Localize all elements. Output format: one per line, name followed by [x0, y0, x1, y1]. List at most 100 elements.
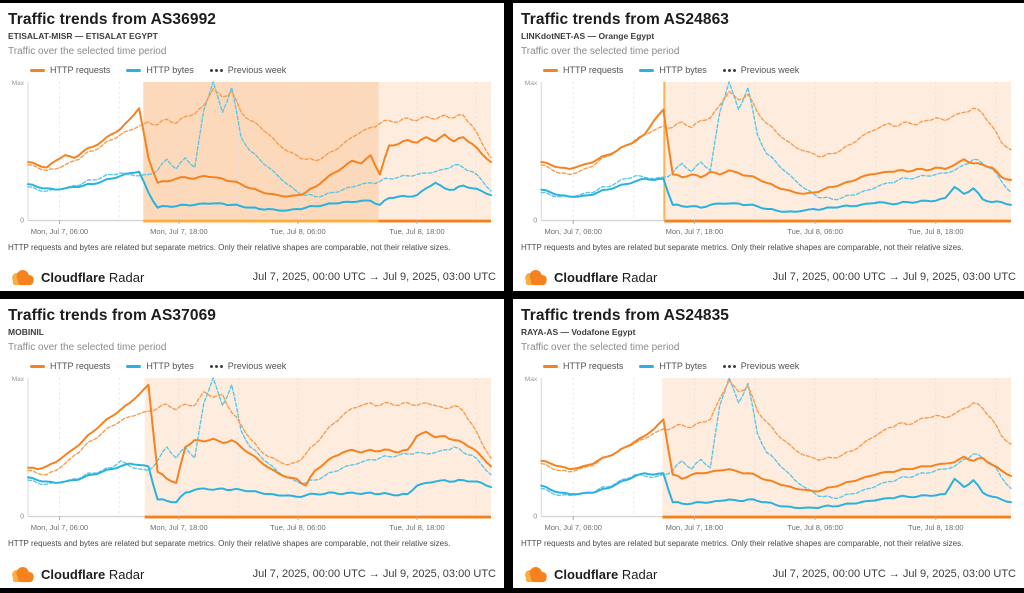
panel-as24863: Traffic trends from AS24863 LINKdotNET-A… — [513, 3, 1024, 291]
traffic-trends-chart[interactable]: Max 0 — [521, 76, 1016, 226]
svg-text:Max: Max — [12, 80, 25, 87]
legend-item-http-requests: HTTP requests — [30, 65, 110, 75]
http-bytes-swatch-icon — [126, 68, 142, 72]
x-tick-label: Mon, Jul 7, 18:00 — [665, 227, 724, 236]
date-range: Jul 7, 2025, 00:00 UTC → Jul 9, 2025, 03… — [772, 271, 1016, 283]
legend-item-previous-week: Previous week — [722, 361, 800, 371]
x-tick-label: Mon, Jul 7, 06:00 — [544, 227, 602, 236]
svg-text:Max: Max — [525, 80, 538, 87]
x-tick-label: Mon, Jul 7, 06:00 — [30, 227, 89, 236]
x-tick-label: Tue, Jul 8, 18:00 — [907, 523, 964, 532]
legend-label: Previous week — [227, 65, 287, 75]
cloudflare-cloud-icon — [12, 270, 34, 286]
traffic-trends-chart[interactable]: Max 0 — [521, 372, 1016, 522]
x-axis-labels: Mon, Jul 7, 06:00 Mon, Jul 7, 18:00 Tue,… — [8, 226, 496, 237]
legend-item-http-requests: HTTP requests — [30, 361, 110, 371]
x-tick-label: Mon, Jul 7, 06:00 — [544, 523, 602, 532]
legend-item-http-bytes: HTTP bytes — [126, 361, 194, 371]
legend-item-previous-week: Previous week — [209, 65, 287, 75]
brand-product: Radar — [108, 566, 145, 582]
cloudflare-radar-logo[interactable]: Cloudflare Radar — [8, 268, 144, 286]
cloudflare-cloud-icon — [525, 270, 547, 286]
panel-as37069: Traffic trends from AS37069 MOBINIL Traf… — [0, 299, 504, 588]
metrics-footnote: HTTP requests and bytes are related but … — [521, 539, 964, 548]
legend-item-http-bytes: HTTP bytes — [639, 361, 707, 371]
cloudflare-radar-logo[interactable]: Cloudflare Radar — [521, 565, 657, 583]
brand-name: Cloudflare — [554, 566, 619, 582]
date-range: Jul 7, 2025, 00:00 UTC → Jul 9, 2025, 03… — [772, 568, 1016, 580]
page-title: Traffic trends from AS36992 — [8, 11, 217, 28]
chart-legend: HTTP requests HTTP bytes Previous week — [30, 65, 496, 75]
period-label: Traffic over the selected time period — [8, 46, 167, 57]
x-tick-label: Tue, Jul 8, 06:00 — [787, 523, 843, 532]
legend-label: HTTP bytes — [146, 361, 194, 371]
x-tick-label: Tue, Jul 8, 18:00 — [907, 227, 964, 236]
http-requests-swatch-icon — [30, 68, 45, 72]
period-label: Traffic over the selected time period — [8, 342, 167, 353]
brand-row: Cloudflare Radar Jul 7, 2025, 00:00 UTC … — [521, 563, 1016, 584]
legend-label: HTTP bytes — [146, 65, 194, 75]
panel-as24835: Traffic trends from AS24835 RAYA-AS — Vo… — [513, 299, 1024, 588]
legend-label: Previous week — [740, 361, 800, 371]
http-requests-swatch-icon — [543, 364, 558, 368]
page-title: Traffic trends from AS37069 — [8, 307, 217, 324]
legend-item-http-requests: HTTP requests — [543, 361, 623, 371]
x-tick-label: Mon, Jul 7, 18:00 — [150, 523, 208, 532]
legend-item-http-requests: HTTP requests — [543, 65, 623, 75]
asn-subtitle: ETISALAT-MISR — ETISALAT EGYPT — [8, 31, 158, 41]
brand-row: Cloudflare Radar Jul 7, 2025, 00:00 UTC … — [521, 266, 1016, 287]
chart-legend: HTTP requests HTTP bytes Previous week — [543, 65, 1016, 75]
x-tick-label: Mon, Jul 7, 18:00 — [665, 523, 724, 532]
x-axis-labels: Mon, Jul 7, 06:00 Mon, Jul 7, 18:00 Tue,… — [521, 226, 1016, 237]
previous-week-dots-icon — [722, 364, 736, 368]
chart-legend: HTTP requests HTTP bytes Previous week — [543, 361, 1016, 371]
http-bytes-swatch-icon — [639, 364, 655, 368]
svg-text:0: 0 — [533, 514, 537, 521]
x-tick-label: Tue, Jul 8, 06:00 — [270, 523, 326, 532]
brand-product: Radar — [108, 269, 145, 285]
date-range: Jul 7, 2025, 00:00 UTC → Jul 9, 2025, 03… — [252, 568, 496, 580]
legend-label: HTTP bytes — [659, 65, 707, 75]
asn-subtitle: RAYA-AS — Vodafone Egypt — [521, 327, 636, 337]
legend-label: HTTP requests — [563, 65, 624, 75]
legend-label: Previous week — [227, 361, 287, 371]
brand-name: Cloudflare — [554, 269, 619, 285]
previous-week-dots-icon — [209, 68, 223, 72]
x-axis-labels: Mon, Jul 7, 06:00 Mon, Jul 7, 18:00 Tue,… — [521, 522, 1016, 533]
svg-text:Max: Max — [525, 376, 538, 383]
x-tick-label: Tue, Jul 8, 18:00 — [389, 227, 445, 236]
metrics-footnote: HTTP requests and bytes are related but … — [8, 243, 451, 252]
cloudflare-cloud-icon — [12, 567, 34, 583]
period-label: Traffic over the selected time period — [521, 46, 680, 57]
svg-text:0: 0 — [20, 514, 24, 521]
cloudflare-radar-logo[interactable]: Cloudflare Radar — [521, 268, 657, 286]
legend-label: HTTP bytes — [659, 361, 707, 371]
cloudflare-cloud-icon — [525, 567, 547, 583]
http-requests-swatch-icon — [30, 364, 45, 368]
cloudflare-radar-logo[interactable]: Cloudflare Radar — [8, 565, 144, 583]
x-tick-label: Mon, Jul 7, 06:00 — [30, 523, 89, 532]
svg-text:Max: Max — [12, 376, 25, 383]
brand-row: Cloudflare Radar Jul 7, 2025, 00:00 UTC … — [8, 266, 496, 287]
svg-text:0: 0 — [20, 218, 24, 225]
x-axis-labels: Mon, Jul 7, 06:00 Mon, Jul 7, 18:00 Tue,… — [8, 522, 496, 533]
traffic-trends-chart[interactable]: Max 0 — [8, 76, 496, 226]
brand-row: Cloudflare Radar Jul 7, 2025, 00:00 UTC … — [8, 563, 496, 584]
panel-as36992: Traffic trends from AS36992 ETISALAT-MIS… — [0, 3, 504, 291]
http-bytes-swatch-icon — [639, 68, 655, 72]
brand-name: Cloudflare — [41, 566, 106, 582]
x-tick-label: Mon, Jul 7, 18:00 — [150, 227, 208, 236]
http-requests-swatch-icon — [543, 68, 558, 72]
brand-name: Cloudflare — [41, 269, 106, 285]
page-title: Traffic trends from AS24835 — [521, 307, 730, 324]
legend-item-previous-week: Previous week — [722, 65, 800, 75]
metrics-footnote: HTTP requests and bytes are related but … — [8, 539, 451, 548]
traffic-trends-chart[interactable]: Max 0 — [8, 372, 496, 522]
legend-item-previous-week: Previous week — [209, 361, 287, 371]
legend-label: HTTP requests — [50, 361, 111, 371]
legend-label: Previous week — [740, 65, 800, 75]
asn-subtitle: MOBINIL — [8, 327, 44, 337]
legend-label: HTTP requests — [50, 65, 111, 75]
chart-legend: HTTP requests HTTP bytes Previous week — [30, 361, 496, 371]
